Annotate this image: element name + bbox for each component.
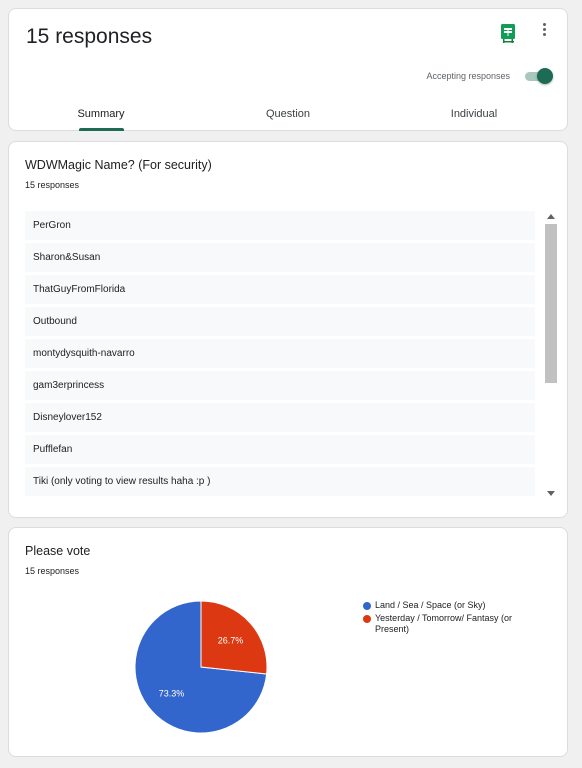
- more-vert-icon[interactable]: [539, 21, 549, 41]
- question-response-count: 15 responses: [25, 566, 80, 576]
- question-card-please-vote: Please vote 15 responses 73.3% 26.7% Land…: [8, 527, 568, 757]
- summary-tabs: Summary Question Individual: [9, 105, 567, 132]
- tab-individual[interactable]: Individual: [450, 108, 498, 120]
- tab-question[interactable]: Question: [265, 108, 311, 120]
- legend-item: Yesterday / Tomorrow/ Fantasy (or Presen…: [362, 613, 542, 635]
- responses-count-title: 15 responses: [26, 25, 153, 48]
- list-item: Pufflefan: [25, 435, 535, 464]
- list-item: PerGron: [25, 211, 535, 240]
- list-item: gam3erprincess: [25, 371, 535, 400]
- tab-summary[interactable]: Summary: [77, 108, 125, 120]
- list-item: Disneylover152: [25, 403, 535, 432]
- legend-color-swatch: [363, 602, 371, 610]
- question-title: WDWMagic Name? (For security): [25, 158, 212, 172]
- pie-slice-label: 26.7%: [218, 636, 244, 646]
- sheets-icon[interactable]: [501, 24, 518, 44]
- accepting-responses-toggle[interactable]: [523, 68, 553, 84]
- legend-color-swatch: [363, 615, 371, 623]
- list-item: ThatGuyFromFlorida: [25, 275, 535, 304]
- list-item: Tiki (only voting to view results haha :…: [25, 467, 535, 496]
- summary-header-card: 15 responses Accepting responses Summary…: [8, 8, 568, 131]
- scroll-up-arrow-icon[interactable]: [547, 214, 555, 219]
- pie-chart: 73.3% 26.7%: [134, 600, 268, 734]
- legend-label: Land / Sea / Space (or Sky): [375, 600, 486, 610]
- scrollbar-thumb[interactable]: [545, 224, 557, 383]
- response-list: PerGron Sharon&Susan ThatGuyFromFlorida …: [25, 211, 535, 499]
- response-list-scrollbar[interactable]: [544, 211, 558, 499]
- list-item: Outbound: [25, 307, 535, 336]
- scroll-down-arrow-icon[interactable]: [547, 491, 555, 496]
- list-item: montydysquith-navarro: [25, 339, 535, 368]
- question-card-wdwmagic-name: WDWMagic Name? (For security) 15 respons…: [8, 141, 568, 518]
- active-tab-indicator: [79, 128, 124, 131]
- pie-slice-label: 73.3%: [159, 688, 185, 698]
- chart-legend: Land / Sea / Space (or Sky) Yesterday / T…: [362, 600, 542, 637]
- legend-item: Land / Sea / Space (or Sky): [362, 600, 542, 611]
- question-title: Please vote: [25, 544, 91, 558]
- pie-slice[interactable]: [200, 600, 268, 675]
- question-response-count: 15 responses: [25, 180, 80, 190]
- list-item: Sharon&Susan: [25, 243, 535, 272]
- accepting-responses-label: Accepting responses: [426, 71, 510, 81]
- legend-label: Yesterday / Tomorrow/ Fantasy (or Presen…: [375, 613, 513, 634]
